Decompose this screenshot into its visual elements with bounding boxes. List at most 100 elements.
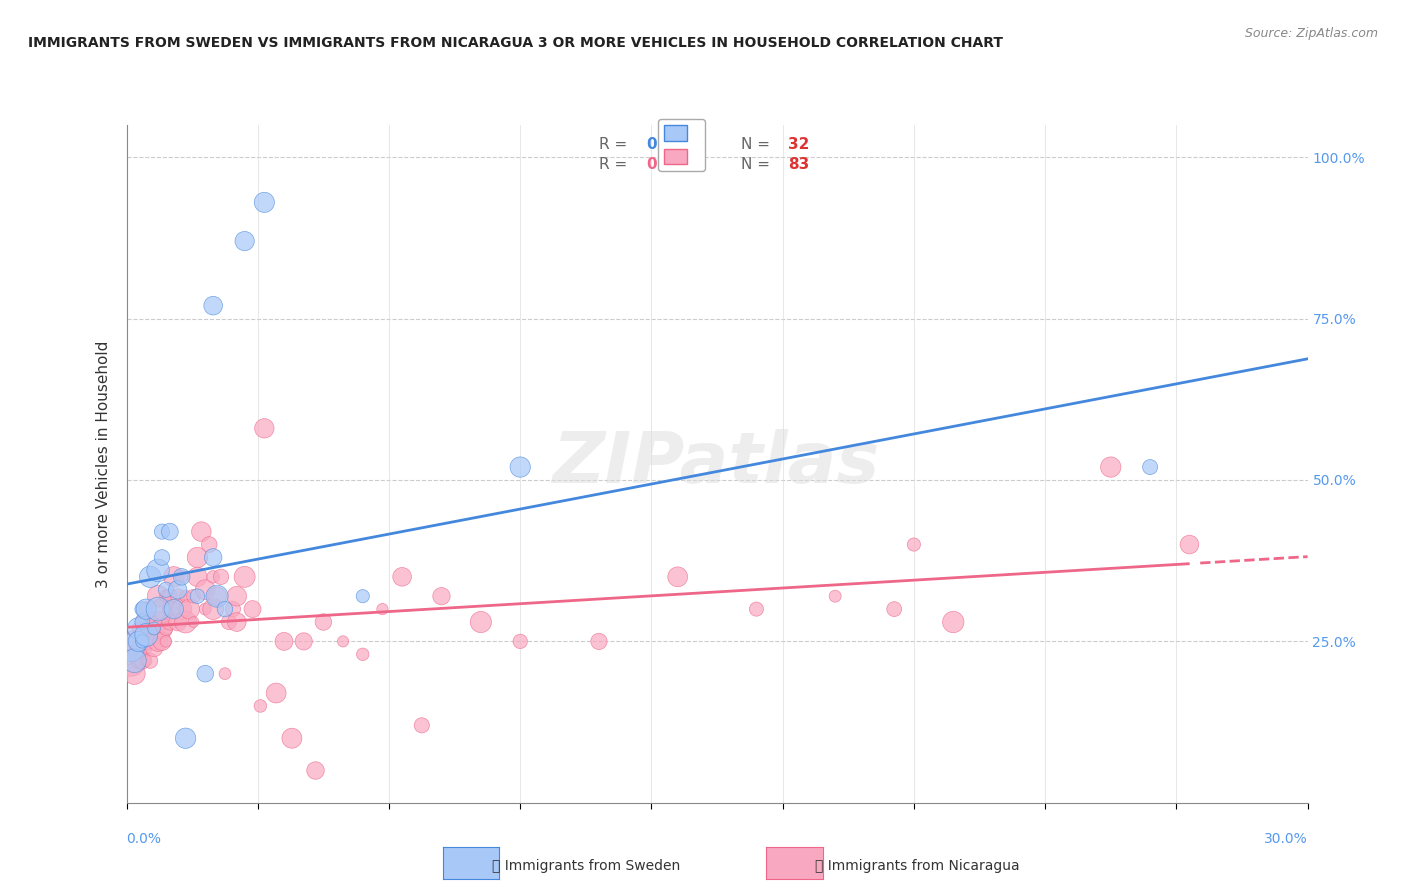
Point <box>411 718 433 732</box>
Point <box>150 622 173 636</box>
Point <box>1178 537 1201 551</box>
Point <box>170 602 193 616</box>
Text: 0.0%: 0.0% <box>127 832 162 846</box>
Point <box>174 589 197 603</box>
Point <box>233 234 256 248</box>
Point <box>391 570 413 584</box>
Point <box>127 634 149 648</box>
Point <box>159 602 181 616</box>
Point <box>150 550 173 565</box>
Point <box>146 634 169 648</box>
Point <box>139 622 162 636</box>
Point <box>242 602 264 616</box>
Point <box>127 654 149 668</box>
Point <box>174 731 197 746</box>
Point <box>127 648 149 662</box>
Point <box>146 602 169 616</box>
Point <box>166 615 188 629</box>
Point <box>120 654 142 668</box>
Point <box>202 299 225 313</box>
Point <box>135 602 157 616</box>
Point <box>139 570 162 584</box>
Point <box>509 460 531 475</box>
Point <box>127 622 149 636</box>
Point <box>124 666 146 681</box>
Text: 30.0%: 30.0% <box>1264 832 1308 846</box>
Point <box>135 615 157 629</box>
Point <box>131 602 153 616</box>
Point <box>179 602 201 616</box>
Point <box>202 570 225 584</box>
Point <box>159 589 181 603</box>
Point <box>150 524 173 539</box>
Point <box>214 666 236 681</box>
Point <box>124 654 146 668</box>
Point <box>430 589 453 603</box>
Point <box>225 615 247 629</box>
Point <box>214 602 236 616</box>
Point <box>155 622 177 636</box>
Text: 83: 83 <box>787 157 810 172</box>
Point <box>159 615 181 629</box>
Point <box>233 570 256 584</box>
Point <box>127 622 149 636</box>
Point <box>824 589 846 603</box>
Text: R =: R = <box>599 157 633 172</box>
Point <box>198 537 221 551</box>
Point <box>186 589 208 603</box>
Point <box>194 666 217 681</box>
Point <box>150 602 173 616</box>
Point <box>146 615 169 629</box>
Text: ZIPatlas: ZIPatlas <box>554 429 880 499</box>
Point <box>131 634 153 648</box>
Point <box>273 634 295 648</box>
Point <box>249 698 271 713</box>
Point <box>135 634 157 648</box>
Point <box>135 602 157 616</box>
Point <box>124 634 146 648</box>
Point <box>143 622 166 636</box>
Point <box>312 615 335 629</box>
Point <box>281 731 304 746</box>
Point <box>186 550 208 565</box>
Point <box>135 654 157 668</box>
Point <box>131 615 153 629</box>
Point <box>292 634 315 648</box>
Point <box>352 589 374 603</box>
Point <box>883 602 905 616</box>
Point <box>155 582 177 597</box>
Point <box>194 582 217 597</box>
Point <box>170 570 193 584</box>
Point <box>264 686 287 700</box>
Text: N =: N = <box>741 157 775 172</box>
Point <box>903 537 925 551</box>
Point <box>222 602 245 616</box>
Point <box>146 563 169 577</box>
Point <box>745 602 768 616</box>
Point <box>194 602 217 616</box>
Point <box>190 524 212 539</box>
Text: 32: 32 <box>787 136 810 152</box>
Point <box>371 602 394 616</box>
Point <box>163 570 186 584</box>
Point <box>666 570 689 584</box>
Point <box>588 634 610 648</box>
Point <box>470 615 492 629</box>
Point <box>1139 460 1161 475</box>
Point <box>143 628 166 642</box>
Text: 0.180: 0.180 <box>647 157 695 172</box>
Point <box>143 640 166 655</box>
Point <box>139 654 162 668</box>
Point <box>120 640 142 655</box>
Point <box>183 589 205 603</box>
Point <box>218 615 240 629</box>
Point <box>150 634 173 648</box>
Point <box>174 615 197 629</box>
Point <box>146 589 169 603</box>
Point <box>159 524 181 539</box>
Point <box>155 634 177 648</box>
Point <box>163 602 186 616</box>
Point <box>143 615 166 629</box>
Point <box>186 570 208 584</box>
Point <box>170 570 193 584</box>
